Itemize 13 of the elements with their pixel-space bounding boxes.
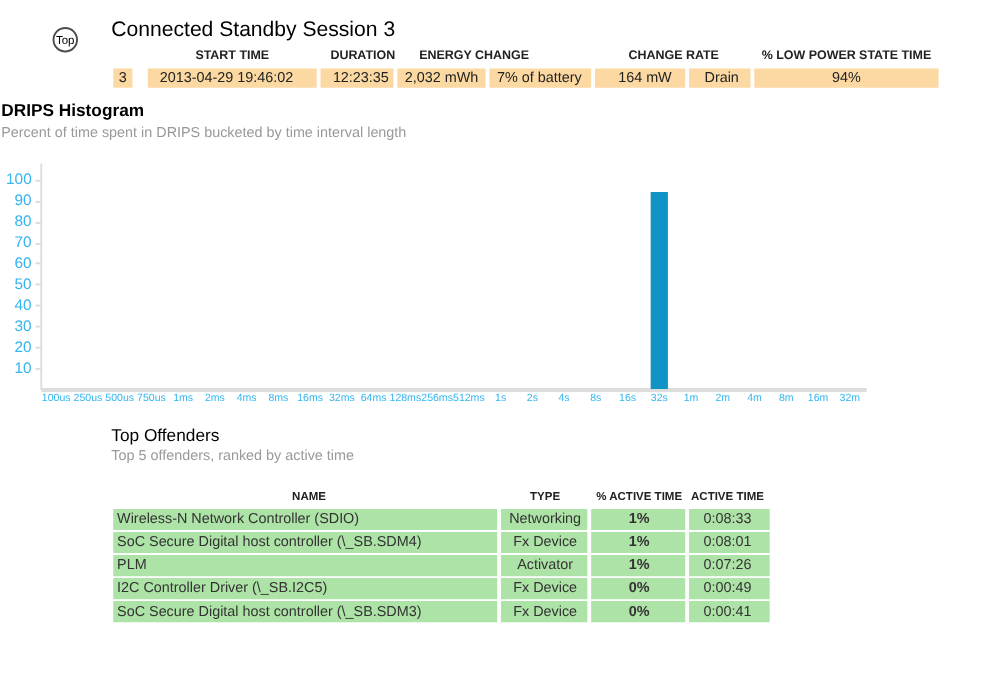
- y-tick-label: 30: [14, 316, 32, 335]
- y-tick-label: 20: [14, 337, 32, 356]
- chart-title: DRIPS Histogram: [1, 99, 145, 120]
- y-tick-label: 70: [14, 233, 32, 252]
- y-tick-label: 80: [14, 212, 32, 231]
- y-tick-label: 60: [14, 253, 32, 272]
- y-tick-label: 90: [14, 191, 32, 210]
- y-tick-label: 50: [14, 274, 32, 293]
- y-tick-label: 40: [14, 295, 32, 314]
- text: Connected Standby Session 3: [111, 17, 396, 42]
- y-tick-label: 10: [14, 358, 32, 377]
- text: Top Offenders: [111, 424, 220, 445]
- y-tick-label: 100: [6, 170, 32, 189]
